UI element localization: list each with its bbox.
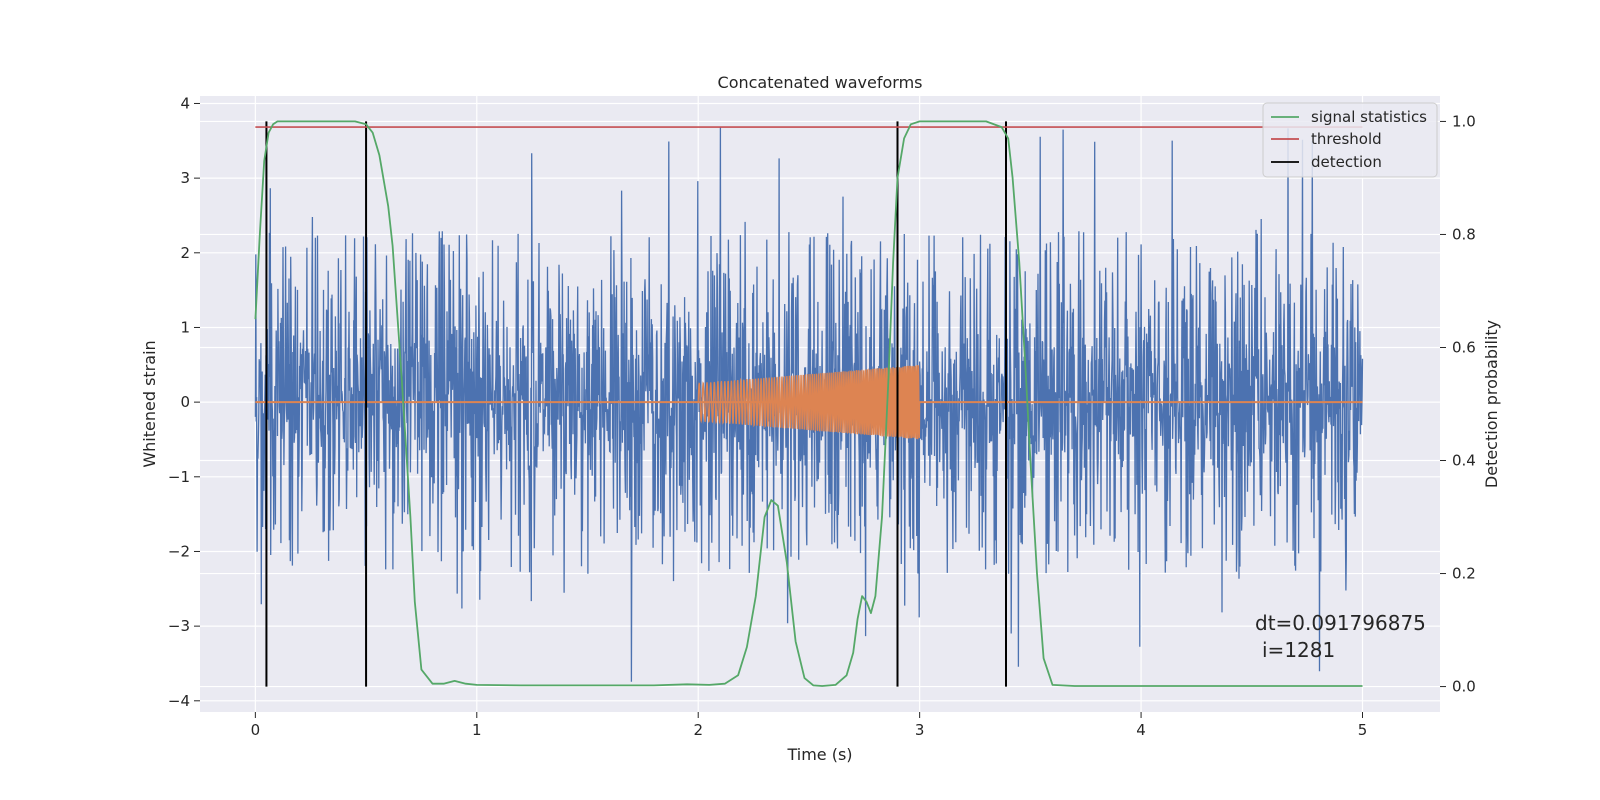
legend-label-signal-statistics: signal statistics <box>1311 108 1427 126</box>
legend: signal statistics threshold detection <box>1262 102 1438 178</box>
y-tick-label-left: 2 <box>180 244 190 262</box>
y-tick-label-left: 3 <box>180 169 190 187</box>
annotation-dt: dt=0.091796875 <box>1255 611 1426 635</box>
x-tick-label: 2 <box>693 721 703 739</box>
legend-label-detection: detection <box>1311 153 1382 171</box>
chirp-waveform <box>697 364 921 440</box>
y-tick-label-right: 0.6 <box>1452 338 1476 356</box>
y-tick-label-left: 4 <box>180 94 190 112</box>
y-tick-label-right: 0.0 <box>1452 678 1476 696</box>
chart-title: Concatenated waveforms <box>718 73 923 92</box>
chirp-series <box>255 364 1363 440</box>
x-tick-label: 3 <box>915 721 925 739</box>
tick-labels: 0 1 2 3 4 5 −4 −3 −2 −1 0 1 2 3 4 0.0 0.2 0.4 0.6 0.8 1.0 <box>168 94 1476 739</box>
x-tick-label: 1 <box>472 721 482 739</box>
x-axis-title: Time (s) <box>786 745 852 764</box>
y-tick-label-left: −3 <box>168 617 190 635</box>
x-tick-label: 4 <box>1136 721 1146 739</box>
y-tick-label-left: 1 <box>180 318 190 336</box>
y-tick-label-left: −2 <box>168 542 190 560</box>
y-tick-label-left: −1 <box>168 468 190 486</box>
x-tick-label: 0 <box>251 721 261 739</box>
marks <box>254 120 1363 687</box>
y-tick-label-right: 0.4 <box>1452 452 1476 470</box>
legend-box <box>1262 102 1438 178</box>
y-tick-label-left: 0 <box>180 393 190 411</box>
signal-statistics-line <box>254 120 1363 687</box>
annotation: dt=0.091796875 i=1281 <box>1255 611 1426 662</box>
legend-label-threshold: threshold <box>1311 130 1382 148</box>
y-axis-title-right: Detection probability <box>1482 320 1501 488</box>
y-tick-label-left: −4 <box>168 692 190 710</box>
y-tick-label-right: 0.2 <box>1452 565 1476 583</box>
y-axis-title-left: Whitened strain <box>140 340 159 467</box>
y-tick-label-right: 1.0 <box>1452 112 1476 130</box>
x-tick-label: 5 <box>1358 721 1368 739</box>
y-tick-label-right: 0.8 <box>1452 225 1476 243</box>
annotation-i: i=1281 <box>1262 638 1335 662</box>
